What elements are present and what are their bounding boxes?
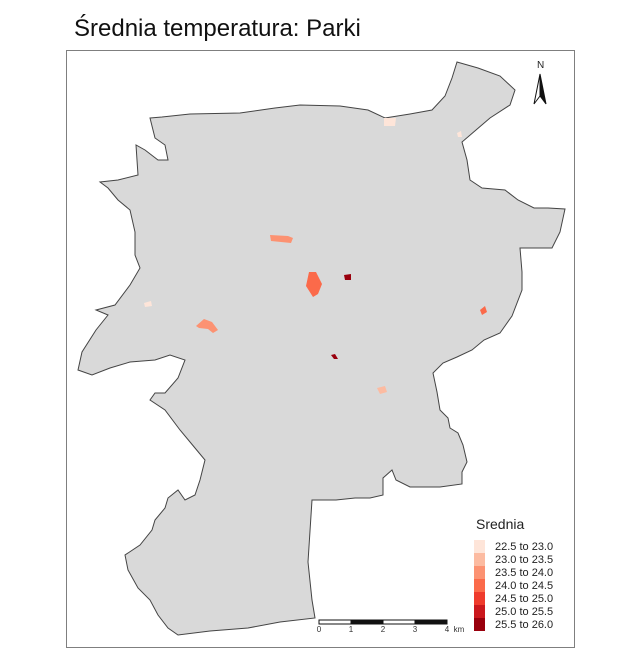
legend-label: 25.5 to 26.0 [495,618,554,631]
map-title: Średnia temperatura: Parki [74,15,361,42]
scale-bar [318,619,448,625]
park-4 [306,272,322,297]
north-label: N [537,60,545,71]
legend-item: 25.5 to 26.0 [474,618,553,631]
legend-title: Srednia [476,516,525,532]
legend-swatch [474,605,485,618]
legend-swatch [474,592,485,605]
legend-label: 23.5 to 24.0 [495,566,554,579]
legend-item: 23.5 to 24.0 [474,566,553,579]
park-7 [196,319,218,333]
city-boundary [77,61,566,636]
park-9 [331,354,338,359]
legend-swatch [474,566,485,579]
legend-swatch [474,579,485,592]
legend-label: 25.0 to 25.5 [495,605,554,618]
parks-layer [144,118,487,394]
legend-item: 24.5 to 25.0 [474,592,553,605]
legend-label: 22.5 to 23.0 [495,540,554,553]
legend-item: 24.0 to 24.5 [474,579,553,592]
park-8 [480,306,487,315]
legend-item: 23.0 to 23.5 [474,553,553,566]
scale-tick-3: 3 [412,625,418,634]
park-3 [270,235,293,243]
legend-swatch [474,540,485,553]
scale-tick-2: 2 [380,625,386,634]
scale-tick-0: 0 [316,625,322,634]
park-2 [457,131,462,137]
scale-tick-4: 4 [444,625,450,634]
legend-label: 23.0 to 23.5 [495,553,554,566]
legend: Srednia 22.5 to 23.0 23.0 to 23.5 23.5 t… [474,516,553,631]
legend-swatch [474,618,485,631]
legend-label: 24.5 to 25.0 [495,592,554,605]
park-5 [344,274,351,280]
map-frame [66,50,575,648]
park-10 [377,386,387,394]
park-6 [144,301,152,307]
legend-label: 24.0 to 24.5 [495,579,554,592]
north-arrow-icon [533,73,547,105]
legend-swatch [474,553,485,566]
park-1 [384,118,396,126]
scale-tick-1: 1 [348,625,354,634]
scale-unit: km [453,625,465,634]
legend-item: 22.5 to 23.0 [474,540,553,553]
legend-item: 25.0 to 25.5 [474,605,553,618]
